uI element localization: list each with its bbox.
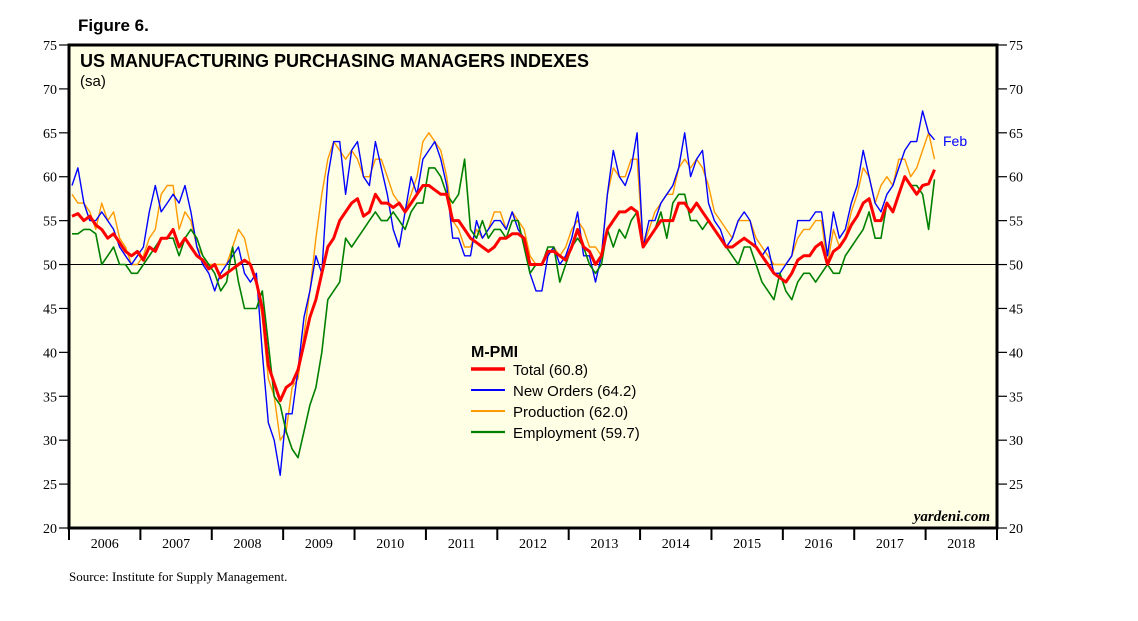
legend-label: Employment (59.7) xyxy=(513,425,640,442)
y-tick-label-right: 70 xyxy=(1009,83,1023,98)
x-tick-label: 2012 xyxy=(519,537,547,552)
y-tick-label-left: 60 xyxy=(43,171,57,186)
series-line-total xyxy=(71,169,936,403)
y-tick-label-left: 70 xyxy=(43,83,57,98)
y-tick-label-right: 40 xyxy=(1009,346,1023,361)
y-tick-label-left: 20 xyxy=(43,522,57,537)
plot-border xyxy=(67,43,999,530)
series-line-employment xyxy=(72,158,936,459)
y-tick-label-left: 50 xyxy=(43,259,57,274)
x-tick-label: 2011 xyxy=(448,537,475,552)
figure-label: Figure 6. xyxy=(78,16,149,35)
y-tick-label-left: 30 xyxy=(43,434,57,449)
x-tick-label: 2015 xyxy=(733,537,761,552)
end-annotation: Feb xyxy=(943,133,967,149)
y-tick-label-left: 65 xyxy=(43,127,57,142)
x-tick-label: 2018 xyxy=(947,537,975,552)
x-tick-label: 2014 xyxy=(662,537,690,552)
source-note: Source: Institute for Supply Management. xyxy=(69,569,287,584)
y-tick-label-right: 20 xyxy=(1009,522,1023,537)
y-tick-label-left: 75 xyxy=(43,39,57,54)
y-tick-label-left: 25 xyxy=(43,478,57,493)
x-tick-label: 2010 xyxy=(376,537,404,552)
legend: Total (60.8) New Orders (64.2) Production … xyxy=(471,362,640,442)
y-tick-label-right: 55 xyxy=(1009,215,1023,230)
legend-label: Production (62.0) xyxy=(513,404,628,421)
y-tick-label-left: 55 xyxy=(43,215,57,230)
x-tick-label: 2016 xyxy=(805,537,833,552)
y-tick-label-right: 65 xyxy=(1009,127,1023,142)
legend-label: Total (60.8) xyxy=(513,362,588,379)
y-tick-label-right: 30 xyxy=(1009,434,1023,449)
y-tick-label-right: 60 xyxy=(1009,171,1023,186)
x-tick-label: 2009 xyxy=(305,537,333,552)
y-tick-label-right: 25 xyxy=(1009,478,1023,493)
plot-area xyxy=(69,45,997,528)
y-tick-label-left: 35 xyxy=(43,390,57,405)
series-lines xyxy=(71,110,936,476)
y-tick-label-right: 50 xyxy=(1009,259,1023,274)
y-tick-label-left: 40 xyxy=(43,346,57,361)
x-tick-label: 2017 xyxy=(876,537,904,552)
series-line-new-orders xyxy=(71,110,936,476)
y-tick-label-right: 45 xyxy=(1009,302,1023,317)
watermark: yardeni.com xyxy=(912,509,990,525)
y-tick-label-right: 75 xyxy=(1009,39,1023,54)
x-tick-label: 2008 xyxy=(233,537,261,552)
x-tick-label: 2013 xyxy=(590,537,618,552)
y-tick-label-left: 45 xyxy=(43,302,57,317)
legend-title: M-PMI xyxy=(471,344,518,361)
chart-title: US MANUFACTURING PURCHASING MANAGERS IND… xyxy=(80,51,589,71)
y-tick-label-right: 35 xyxy=(1009,390,1023,405)
x-tick-label: 2007 xyxy=(162,537,190,552)
chart-subtitle: (sa) xyxy=(80,73,106,90)
legend-label: New Orders (64.2) xyxy=(513,383,636,400)
x-tick-label: 2006 xyxy=(91,537,119,552)
